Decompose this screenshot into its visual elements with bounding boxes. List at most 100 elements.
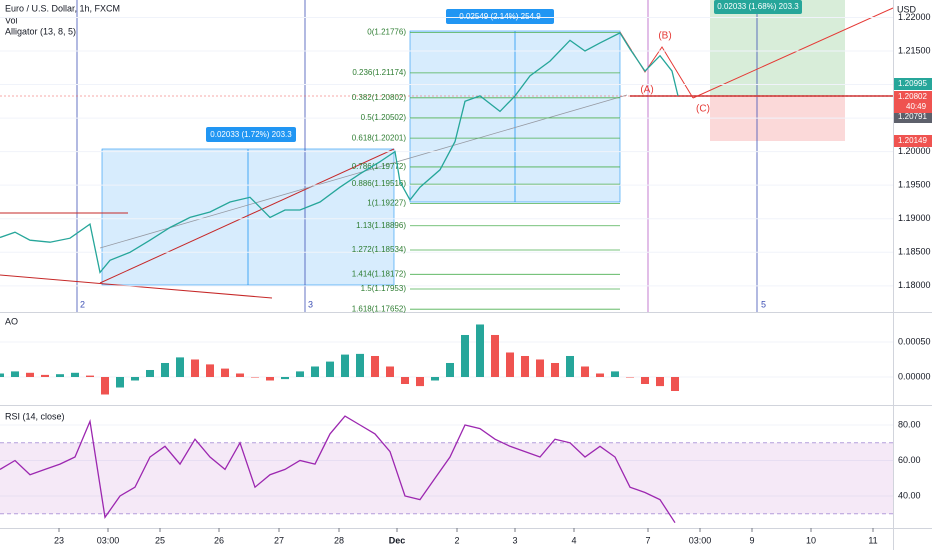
price-badge-label: 1.20995 xyxy=(898,79,927,88)
y-tick-label: 1.19500 xyxy=(898,180,931,190)
price-badge-label: 1.20802 xyxy=(898,92,927,101)
subtitle: Vol xyxy=(5,15,18,25)
projection xyxy=(692,7,894,99)
ao-bar xyxy=(551,362,559,377)
wave-label: (A) xyxy=(640,85,653,96)
fib-label: 1.272(1.18534) xyxy=(352,245,407,254)
price-badge xyxy=(894,111,932,123)
ao-bar xyxy=(56,374,64,377)
ao-bar xyxy=(0,373,4,377)
y-tick-label: 1.18500 xyxy=(898,247,931,257)
ao-bar xyxy=(521,355,529,377)
fib-label: 0.5(1.20502) xyxy=(361,113,407,122)
ao-bar xyxy=(461,334,469,377)
ao-bar xyxy=(26,372,34,377)
x-tick-label: 2 xyxy=(454,535,459,545)
x-tick-label: 4 xyxy=(571,535,576,545)
fib-label: 1(1.19227) xyxy=(367,199,406,208)
x-tick-label: 03:00 xyxy=(97,535,120,545)
fib-label: 0.618(1.20201) xyxy=(352,133,407,142)
ao-bar xyxy=(371,355,379,377)
price-badge xyxy=(894,91,932,103)
y-tick-label: 0.00000 xyxy=(898,371,931,381)
fib-label: 1.13(1.18896) xyxy=(356,221,406,230)
y-tick-label: 1.20000 xyxy=(898,146,931,156)
ao-bar xyxy=(491,334,499,377)
ao-bar xyxy=(341,354,349,377)
y-tick-label: 80.00 xyxy=(898,419,921,429)
ao-bar xyxy=(671,376,679,391)
ao-bar xyxy=(281,376,289,380)
range-label: 0.02033 (1.68%) 203.3 xyxy=(717,2,799,11)
ao-bar xyxy=(416,376,424,387)
y-tick-label: 60.00 xyxy=(898,455,921,465)
ao-bar xyxy=(626,376,634,378)
ao-bar xyxy=(641,376,649,384)
timer-badge xyxy=(894,101,932,113)
y-tick-label: 1.18000 xyxy=(898,280,931,290)
ao-bar xyxy=(611,371,619,377)
fib-label: 1.414(1.18172) xyxy=(352,269,407,278)
range-label: 0.02549 (2.14%) 254.9 xyxy=(459,12,541,21)
ao-bar xyxy=(101,376,109,395)
ao-bar xyxy=(581,366,589,377)
x-tick-label: 10 xyxy=(806,535,816,545)
ao-bar xyxy=(266,376,274,381)
price-badge-label: 1.20149 xyxy=(898,136,927,145)
label-box xyxy=(446,9,554,24)
x-tick-label: 7 xyxy=(645,535,650,545)
cycle-label: 3 xyxy=(308,299,313,309)
ao-bar xyxy=(311,366,319,377)
fib-label: 0.886(1.19516) xyxy=(352,179,407,188)
ao-bar xyxy=(356,353,364,377)
price-badge xyxy=(894,135,932,147)
ao-bar xyxy=(431,376,439,381)
fib-label: 0(1.21776) xyxy=(367,28,406,37)
y-tick-label: 1.21500 xyxy=(898,45,931,55)
fib-label: 0.786(1.19772) xyxy=(352,162,407,171)
timer-label: 40:49 xyxy=(906,102,927,111)
x-tick-label: 28 xyxy=(334,535,344,545)
ao-bar xyxy=(206,364,214,377)
x-tick-label: 03:00 xyxy=(689,535,712,545)
ao-bar xyxy=(131,376,139,381)
y-tick-label: 40.00 xyxy=(898,490,921,500)
panel-title: RSI (14, close) xyxy=(5,411,65,421)
ao-bar xyxy=(161,362,169,377)
trendline xyxy=(99,148,395,284)
ao-bar xyxy=(566,355,574,377)
ao-bar xyxy=(656,376,664,387)
panel-title: AO xyxy=(5,316,18,326)
ao-bar xyxy=(446,362,454,377)
fib-label: 1.618(1.17652) xyxy=(352,304,407,313)
trendline xyxy=(0,274,273,299)
price-badge-label: 1.20791 xyxy=(898,112,927,121)
label-box xyxy=(206,127,296,142)
ao-bar xyxy=(476,324,484,377)
x-tick-label: 11 xyxy=(868,535,877,545)
ao-bar xyxy=(41,374,49,377)
rsi-band xyxy=(0,442,893,514)
label-box xyxy=(714,0,802,14)
range-label: 0.02033 (1.72%) 203.3 xyxy=(210,130,292,139)
x-tick-label: Dec xyxy=(389,535,406,545)
fib-label: 0.236(1.21174) xyxy=(352,68,406,77)
series-line xyxy=(0,415,676,524)
ao-bar xyxy=(146,369,154,377)
x-tick-label: 3 xyxy=(512,535,517,545)
fib-label: 0.382(1.20802) xyxy=(352,93,407,102)
ao-bar xyxy=(116,376,124,388)
currency: USD xyxy=(897,4,917,14)
ao-bar xyxy=(176,357,184,377)
ao-bar xyxy=(401,376,409,384)
ao-bar xyxy=(236,373,244,377)
indicator-label: Alligator (13, 8, 5) xyxy=(5,26,76,36)
ao-bar xyxy=(536,359,544,377)
ao-bar xyxy=(596,373,604,377)
ao-bar xyxy=(221,368,229,377)
x-tick-label: 9 xyxy=(749,535,754,545)
title: Euro / U.S. Dollar, 1h, FXCM xyxy=(5,3,120,13)
